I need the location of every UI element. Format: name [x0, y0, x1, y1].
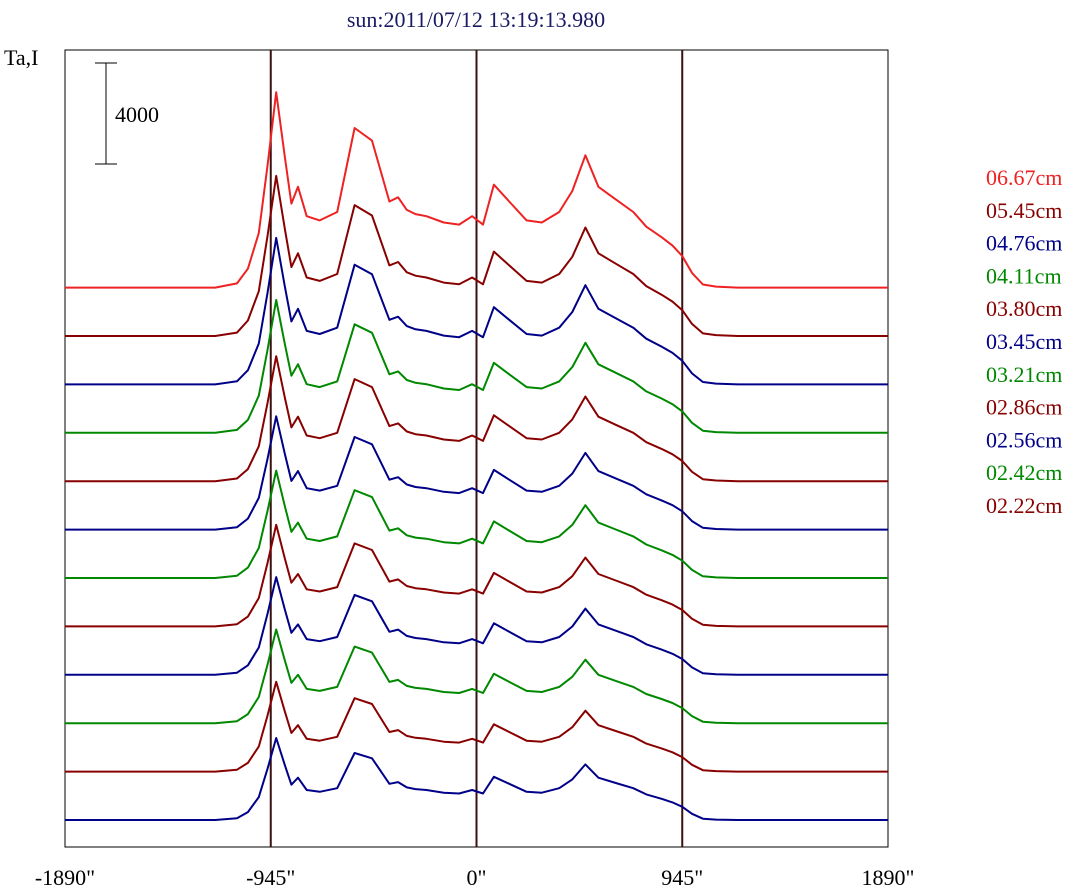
series-line-6: [65, 469, 888, 579]
legend-entry-9: 02.42cm: [986, 460, 1062, 485]
x-tick-label-4: 1890": [862, 865, 915, 890]
legend: 06.67cm 05.45cm 04.76cm 04.11cm 03.80cm 03.45…: [986, 165, 1062, 518]
x-tick-label-2: 0": [467, 865, 487, 890]
legend-entry-4: 03.80cm: [986, 296, 1062, 321]
x-tick-labels: -1890" -945" 0" 945" 1890": [35, 865, 915, 890]
scale-bar-label: 4000: [115, 102, 159, 127]
legend-entry-7: 02.86cm: [986, 395, 1062, 420]
x-tick-label-1: -945": [246, 865, 295, 890]
legend-entry-10: 02.22cm: [986, 493, 1062, 518]
series-line-2: [65, 236, 888, 386]
series-line-11: [65, 737, 888, 821]
series-line-8: [65, 576, 888, 676]
x-tick-label-3: 945": [661, 865, 703, 890]
series-line-3: [65, 299, 888, 434]
series-line-4: [65, 355, 888, 483]
chart-title: sun:2011/07/12 13:19:13.980: [347, 7, 605, 32]
series-line-1: [65, 174, 888, 337]
reference-lines: [269, 50, 684, 847]
y-axis-label: Ta,I: [4, 45, 39, 70]
legend-entry-0: 06.67cm: [986, 165, 1062, 190]
legend-entry-5: 03.45cm: [986, 329, 1062, 354]
legend-entry-3: 04.11cm: [986, 263, 1062, 288]
series-line-5: [65, 415, 888, 531]
legend-entry-8: 02.56cm: [986, 427, 1062, 452]
series-curves: [65, 91, 888, 821]
series-line-9: [65, 628, 888, 725]
x-tick-label-0: -1890": [35, 865, 95, 890]
series-line-7: [65, 523, 888, 628]
scale-bar: 4000: [95, 62, 159, 165]
legend-entry-6: 03.21cm: [986, 362, 1062, 387]
series-line-0: [65, 91, 888, 289]
legend-entry-2: 04.76cm: [986, 231, 1062, 256]
legend-entry-1: 05.45cm: [986, 198, 1062, 223]
series-line-10: [65, 680, 888, 773]
